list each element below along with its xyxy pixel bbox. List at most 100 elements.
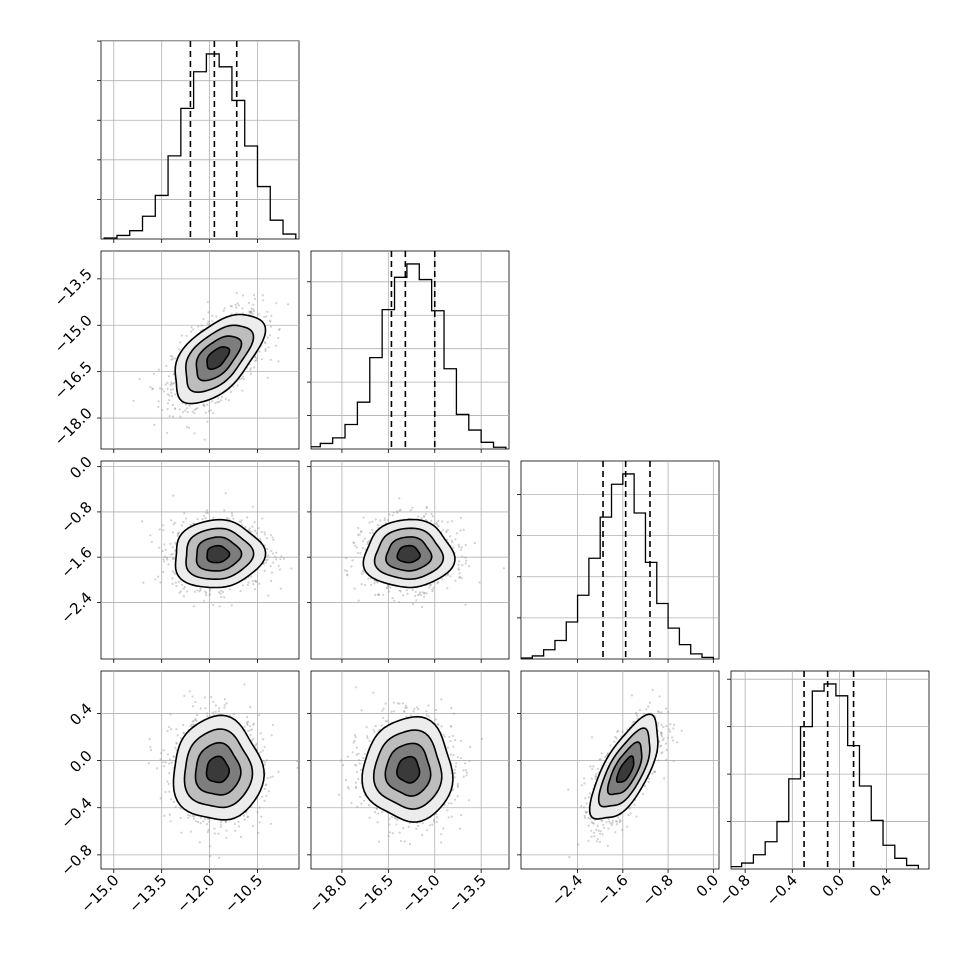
- sample-point: [237, 304, 240, 307]
- sample-point: [157, 400, 160, 403]
- sample-point: [435, 522, 438, 525]
- sample-point: [256, 811, 259, 814]
- sample-point: [353, 541, 356, 545]
- sample-point: [277, 336, 280, 340]
- sample-point: [169, 820, 172, 823]
- sample-point: [190, 326, 193, 329]
- sample-point: [162, 761, 165, 764]
- sample-point: [233, 822, 236, 826]
- sample-point: [177, 580, 180, 584]
- sample-point: [211, 400, 214, 403]
- sample-point: [383, 519, 386, 522]
- sample-point: [255, 357, 258, 360]
- sample-point: [454, 538, 457, 541]
- sample-point: [254, 579, 257, 582]
- y-tick-label: 0.0: [66, 453, 96, 483]
- sample-point: [168, 762, 171, 765]
- sample-point: [175, 728, 178, 731]
- sample-point: [261, 517, 264, 520]
- sample-point: [450, 539, 453, 542]
- sample-point: [253, 297, 256, 300]
- sample-point: [163, 560, 166, 563]
- sample-point: [464, 543, 467, 547]
- histogram-step: [311, 263, 507, 449]
- sample-point: [178, 408, 181, 411]
- sample-point: [262, 738, 265, 741]
- sample-point: [261, 358, 264, 361]
- sample-point: [263, 531, 266, 534]
- sample-point: [267, 790, 270, 793]
- sample-point: [162, 749, 165, 752]
- sample-point: [236, 384, 239, 387]
- sample-point: [257, 527, 260, 530]
- sample-point: [449, 535, 452, 538]
- sample-point: [252, 723, 255, 726]
- sample-point: [204, 707, 207, 710]
- sample-point: [460, 548, 463, 551]
- sample-point: [355, 546, 358, 549]
- sample-point: [192, 720, 195, 723]
- sample-point: [367, 577, 370, 580]
- sample-point: [415, 599, 418, 602]
- sample-point: [296, 760, 299, 763]
- sample-point: [350, 565, 353, 568]
- sample-point: [409, 509, 412, 512]
- sample-point: [168, 772, 171, 775]
- scatter-clip: [101, 461, 299, 659]
- sample-point: [193, 590, 197, 593]
- sample-point: [216, 401, 219, 404]
- sample-point: [254, 359, 257, 362]
- sample-point: [163, 814, 166, 817]
- sample-point: [360, 572, 363, 575]
- sample-point: [266, 547, 269, 551]
- density-contour: [174, 518, 267, 589]
- sample-point: [388, 513, 391, 516]
- sample-point: [224, 398, 227, 401]
- sample-point: [446, 521, 449, 524]
- sample-point: [172, 494, 175, 497]
- sample-point: [386, 584, 390, 587]
- sample-point: [229, 305, 232, 308]
- sample-point: [196, 518, 199, 521]
- sample-point: [179, 341, 182, 344]
- sample-point: [445, 530, 448, 534]
- sample-point: [160, 752, 163, 755]
- sample-point: [270, 579, 273, 583]
- sample-point: [168, 790, 171, 793]
- sample-point: [163, 543, 166, 546]
- sample-point: [269, 534, 272, 537]
- sample-point: [430, 519, 433, 522]
- sample-point: [272, 552, 275, 555]
- sample-point: [232, 712, 235, 716]
- sample-point: [251, 825, 255, 828]
- sample-point: [252, 308, 255, 311]
- sample-point: [268, 334, 272, 337]
- sample-point: [167, 563, 170, 566]
- sample-point: [502, 567, 505, 570]
- sample-point: [166, 381, 169, 384]
- density-contour: [362, 518, 456, 589]
- scatter-panel: [100, 670, 300, 870]
- sample-point: [151, 388, 154, 391]
- sample-point: [172, 415, 175, 418]
- sample-point: [264, 349, 267, 352]
- sample-point: [228, 714, 231, 717]
- sample-point: [166, 402, 170, 405]
- sample-point: [268, 319, 271, 322]
- sample-point: [436, 524, 439, 527]
- sample-point: [280, 555, 283, 558]
- sample-point: [249, 733, 252, 737]
- sample-point: [247, 729, 250, 733]
- sample-point: [245, 811, 248, 814]
- panel-frame: [730, 670, 930, 870]
- sample-point: [461, 555, 464, 558]
- sample-point: [212, 412, 215, 415]
- sample-point: [269, 565, 272, 568]
- sample-point: [371, 531, 375, 534]
- sample-point: [398, 601, 401, 604]
- sample-point: [206, 823, 209, 826]
- sample-point: [258, 582, 261, 585]
- sample-point: [241, 307, 244, 310]
- sample-point: [278, 328, 281, 331]
- sample-point: [226, 517, 229, 520]
